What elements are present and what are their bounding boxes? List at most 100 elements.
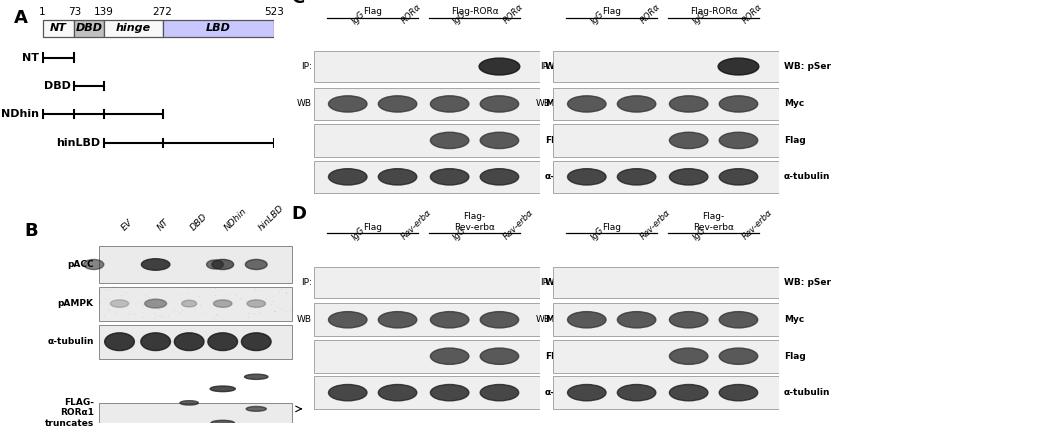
- Bar: [553, 376, 779, 409]
- Text: A: A: [15, 9, 28, 27]
- Ellipse shape: [214, 300, 232, 307]
- Bar: [553, 340, 779, 372]
- Text: IgG: IgG: [452, 9, 469, 26]
- Text: WB: pThr: WB: pThr: [544, 62, 592, 71]
- Text: WB: WB: [536, 99, 551, 109]
- Text: NDhin: NDhin: [222, 207, 249, 233]
- Ellipse shape: [431, 132, 469, 149]
- Ellipse shape: [568, 312, 607, 328]
- Bar: [314, 267, 540, 298]
- Bar: [314, 124, 540, 157]
- Bar: [553, 51, 779, 82]
- Text: Flag: Flag: [544, 352, 567, 361]
- Text: Flag-
Rev-erbα: Flag- Rev-erbα: [454, 212, 495, 232]
- Ellipse shape: [480, 312, 519, 328]
- Ellipse shape: [670, 96, 708, 112]
- Bar: [314, 340, 540, 372]
- Ellipse shape: [670, 132, 708, 149]
- Text: DBD: DBD: [44, 81, 71, 91]
- Ellipse shape: [246, 406, 266, 411]
- Text: α-tubulin: α-tubulin: [544, 172, 591, 181]
- Bar: [553, 160, 779, 193]
- Bar: [42, 20, 75, 37]
- Ellipse shape: [244, 374, 267, 379]
- Text: Rev-erbα: Rev-erbα: [639, 208, 673, 242]
- Ellipse shape: [617, 169, 656, 185]
- Ellipse shape: [175, 333, 204, 351]
- Text: LBD: LBD: [205, 24, 231, 34]
- Text: WB: pSer: WB: pSer: [783, 278, 831, 287]
- Ellipse shape: [719, 385, 758, 401]
- Text: WB: WB: [297, 99, 312, 109]
- Text: FLAG-
RORα1
truncates: FLAG- RORα1 truncates: [44, 398, 94, 428]
- Ellipse shape: [144, 299, 166, 308]
- Ellipse shape: [83, 259, 104, 269]
- Text: IgG: IgG: [452, 225, 469, 242]
- Ellipse shape: [104, 333, 135, 351]
- Text: IP:: IP:: [301, 278, 312, 287]
- Text: pAMPK: pAMPK: [58, 299, 94, 308]
- Ellipse shape: [241, 333, 271, 351]
- Bar: [162, 20, 274, 37]
- Text: 523: 523: [264, 7, 283, 17]
- Text: Flag: Flag: [363, 222, 382, 232]
- Text: Flag: Flag: [363, 7, 382, 16]
- Bar: [553, 88, 779, 120]
- Text: Rev-erbα: Rev-erbα: [740, 208, 774, 242]
- Ellipse shape: [329, 312, 367, 328]
- Text: Flag-
Rev-erbα: Flag- Rev-erbα: [693, 212, 734, 232]
- Text: α-tubulin: α-tubulin: [47, 337, 94, 346]
- Text: DBD: DBD: [76, 24, 102, 34]
- Bar: [314, 376, 540, 409]
- Ellipse shape: [329, 385, 367, 401]
- Ellipse shape: [180, 401, 198, 405]
- Ellipse shape: [378, 312, 417, 328]
- Text: WB: WB: [536, 315, 551, 324]
- Ellipse shape: [329, 96, 367, 112]
- Text: α-tubulin: α-tubulin: [783, 172, 830, 181]
- Text: RORα: RORα: [400, 3, 423, 26]
- Text: C: C: [291, 0, 304, 7]
- Ellipse shape: [207, 333, 238, 351]
- Text: IgG: IgG: [589, 225, 605, 242]
- Text: IgG: IgG: [350, 225, 366, 242]
- Ellipse shape: [568, 96, 607, 112]
- Ellipse shape: [670, 385, 708, 401]
- Ellipse shape: [247, 300, 265, 307]
- Ellipse shape: [568, 169, 607, 185]
- Bar: [75, 20, 103, 37]
- Bar: [553, 267, 779, 298]
- Text: NDhin: NDhin: [1, 109, 39, 119]
- Text: DBD: DBD: [190, 212, 210, 233]
- Text: Rev-erbα: Rev-erbα: [501, 208, 535, 242]
- Ellipse shape: [568, 385, 607, 401]
- Ellipse shape: [111, 300, 128, 307]
- Ellipse shape: [479, 58, 520, 75]
- Bar: [314, 160, 540, 193]
- Text: RORα: RORα: [501, 3, 525, 26]
- Ellipse shape: [431, 169, 469, 185]
- Ellipse shape: [617, 96, 656, 112]
- Text: WB: pThr: WB: pThr: [544, 278, 592, 287]
- Ellipse shape: [212, 259, 234, 269]
- Text: Myc: Myc: [783, 99, 804, 109]
- Ellipse shape: [719, 348, 758, 364]
- Text: 1: 1: [39, 7, 46, 17]
- Bar: [553, 303, 779, 336]
- Ellipse shape: [480, 96, 519, 112]
- Text: IP:: IP:: [540, 62, 551, 71]
- Ellipse shape: [719, 169, 758, 185]
- Ellipse shape: [670, 348, 708, 364]
- Ellipse shape: [329, 169, 367, 185]
- Ellipse shape: [378, 96, 417, 112]
- Text: NT: NT: [156, 218, 171, 233]
- Ellipse shape: [206, 260, 223, 269]
- Text: Rev-erbα: Rev-erbα: [400, 208, 434, 242]
- Ellipse shape: [480, 132, 519, 149]
- Bar: [103, 20, 162, 37]
- Ellipse shape: [480, 385, 519, 401]
- Bar: [553, 124, 779, 157]
- Text: B: B: [24, 222, 38, 240]
- Ellipse shape: [141, 259, 170, 270]
- Bar: [99, 246, 293, 283]
